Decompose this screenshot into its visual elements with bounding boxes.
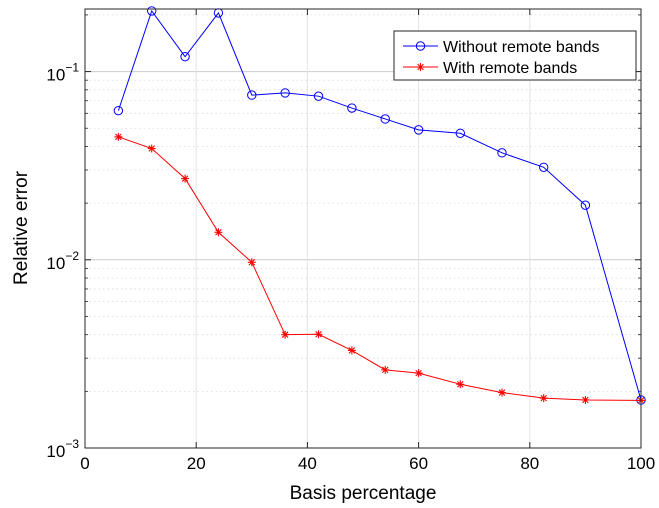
data-point: [280, 88, 290, 98]
data-point: [147, 6, 157, 16]
data-point: [180, 51, 190, 62]
data-point: [498, 388, 506, 397]
series-line: [117, 9, 642, 401]
data-point: [580, 200, 591, 210]
data-point: [247, 258, 256, 267]
data-point: [414, 369, 423, 378]
legend-label: Without remote bands: [443, 39, 600, 56]
data-point: [380, 114, 390, 124]
data-point: [381, 365, 390, 374]
legend-box: [393, 30, 637, 81]
y-tick-label: 10−2: [46, 249, 79, 273]
data-point: [114, 132, 123, 141]
series-layer: [113, 6, 646, 405]
plot-area: [85, 9, 641, 448]
legend-marker: [415, 41, 426, 51]
data-point: [413, 125, 424, 135]
data-point: [455, 128, 465, 138]
legend-label: With remote bands: [443, 60, 577, 77]
data-point: [313, 91, 324, 101]
data-point: [456, 380, 465, 389]
legend-item: Without remote bands: [403, 39, 600, 56]
data-point: [581, 395, 590, 404]
legend-marker: [416, 63, 425, 71]
data-point: [281, 330, 290, 339]
y-tick-labels: 10−1 10−2 10−3: [46, 61, 79, 461]
data-point: [113, 105, 124, 116]
y-tick-label: 10−3: [46, 437, 79, 461]
legend: Without remote bands With remote bands: [393, 30, 637, 81]
data-point: [147, 144, 156, 153]
data-point: [214, 228, 223, 237]
data-point: [539, 162, 549, 173]
data-point: [347, 346, 356, 355]
y-axis-label: Relative error: [11, 170, 32, 285]
x-tick-label: 0: [80, 454, 89, 473]
plot-frame: [84, 8, 642, 449]
data-point: [539, 394, 548, 403]
x-tick-label: 40: [298, 454, 317, 473]
data-point: [247, 90, 257, 100]
data-point: [347, 103, 357, 113]
x-axis-label: Basis percentage: [290, 483, 437, 504]
x-tick-label: 100: [627, 454, 655, 473]
x-tick-labels: 0 20 40 60 80 100: [80, 454, 655, 473]
data-point: [181, 174, 190, 183]
series-without-remote-bands: [113, 6, 646, 405]
legend-item: With remote bands: [403, 60, 577, 77]
y-tick-label: 10−1: [46, 61, 79, 85]
data-point: [314, 330, 323, 339]
x-tick-label: 80: [520, 454, 539, 473]
x-tick-label: 20: [187, 454, 206, 473]
x-tick-label: 60: [409, 454, 428, 473]
data-point: [497, 148, 507, 158]
